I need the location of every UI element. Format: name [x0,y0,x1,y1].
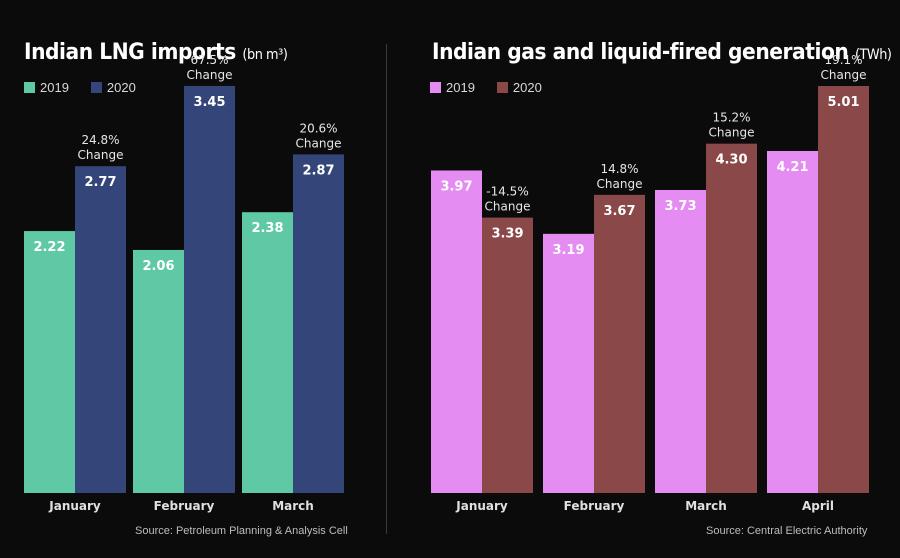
change-word-label: Change [187,68,233,82]
bar-value-label: 2.38 [251,221,283,236]
bar-value-label: 5.01 [827,95,859,110]
chart-unit: (bn m³) [242,47,288,63]
bar-value-label: 3.73 [664,199,696,214]
chart-title: Indian LNG imports (bn m³) [24,40,288,65]
chart-unit: (TWh) [854,47,892,63]
bar-2020-january [75,166,126,493]
x-tick-label: March [272,499,314,513]
legend-item-2020: 2020 [496,80,542,95]
source-note: Source: Central Electric Authority [706,525,868,537]
chart-title: Indian gas and liquid-fired generation (… [432,40,892,65]
legend-label-2020: 2020 [106,80,136,95]
change-percent-label: 20.6% [299,121,337,135]
change-percent-label: 24.8% [81,133,119,147]
bar-value-label: 2.77 [84,175,116,190]
bar-value-label: 3.19 [552,243,584,258]
lng-imports-chart: 2.222.7724.8%ChangeJanuary2.063.4567.5%C… [24,53,344,513]
legend: 2019 2020 [430,80,542,95]
bar-2019-february [133,249,184,493]
bar-2019-january [24,231,75,493]
source-note: Source: Petroleum Planning & Analysis Ce… [135,525,348,537]
legend-item-2020: 2020 [90,80,136,95]
legend-swatch-2020 [496,82,508,93]
bar-2020-april [818,85,869,493]
bar-2020-march [293,154,344,494]
change-word-label: Change [597,177,643,191]
change-word-label: Change [78,148,124,162]
x-tick-label: January [455,499,508,513]
legend-swatch-2019 [24,82,35,93]
x-tick-label: February [564,499,625,513]
change-percent-label: 15.2% [712,111,750,125]
change-percent-label: 67.5% [190,53,228,67]
x-tick-label: March [685,499,727,513]
bar-value-label: 3.45 [193,95,225,110]
x-tick-label: February [154,499,215,513]
bar-2019-march [242,212,293,493]
generation-panel: Indian gas and liquid-fired generation (… [388,0,900,558]
legend-label-2019: 2019 [446,80,475,95]
bar-value-label: 3.97 [440,179,472,194]
bar-value-label: 2.06 [142,259,174,274]
bar-value-label: 4.30 [715,153,747,168]
change-word-label: Change [821,68,867,82]
bar-2019-april [767,150,818,493]
change-percent-label: 14.8% [600,162,638,176]
bar-2019-february [543,233,594,493]
bar-value-label: 3.67 [603,204,635,219]
legend-label-2019: 2019 [40,80,69,95]
chart-title-text: Indian LNG imports [24,40,236,65]
x-tick-label: April [802,499,834,513]
bar-2020-march [706,143,757,493]
change-word-label: Change [485,200,531,214]
bar-value-label: 4.21 [776,160,808,175]
legend-swatch-2019 [430,82,441,93]
change-word-label: Change [296,136,342,150]
bar-2020-february [594,194,645,493]
generation-chart: 3.973.39-14.5%ChangeJanuary3.193.6714.8%… [431,53,869,513]
bar-value-label: 2.22 [33,240,65,255]
bar-value-label: 3.39 [491,227,523,242]
legend-item-2019: 2019 [24,80,69,95]
bar-2019-january [431,170,482,493]
bar-2019-march [655,189,706,493]
change-percent-label: 19.1% [824,53,862,67]
bar-2020-january [482,217,533,494]
legend-label-2020: 2020 [512,80,542,95]
bar-2020-february [184,85,235,493]
bar-value-label: 2.87 [302,163,334,178]
legend: 2019 2020 [24,80,136,95]
lng-imports-panel: Indian LNG imports (bn m³) 2019 2020 2.2… [0,0,385,558]
legend-swatch-2020 [90,82,102,93]
panel-divider [386,44,387,534]
x-tick-label: January [48,499,101,513]
change-word-label: Change [709,126,755,140]
change-percent-label: -14.5% [486,185,528,199]
legend-item-2019: 2019 [430,80,475,95]
chart-title-text: Indian gas and liquid-fired generation [432,40,849,65]
